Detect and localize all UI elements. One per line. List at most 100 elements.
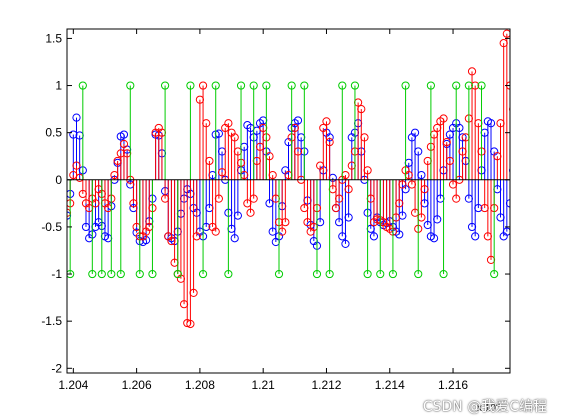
series-2-marker — [246, 208, 255, 217]
series-2-marker — [325, 137, 334, 147]
series-1-marker — [474, 203, 483, 213]
y-tick-label: 0.5 — [45, 126, 62, 140]
series-3-marker — [224, 269, 233, 279]
series-2-marker — [214, 194, 223, 203]
series-3-marker — [274, 269, 284, 279]
series-2-marker — [211, 227, 220, 236]
series-1-marker — [433, 215, 442, 224]
series-3-marker — [186, 81, 195, 90]
series-3-marker — [325, 269, 334, 279]
series-3 — [67, 81, 499, 279]
series-2-marker — [198, 81, 208, 90]
series-3-marker — [67, 269, 75, 279]
series-2-marker — [230, 133, 239, 142]
series-2-marker — [467, 67, 477, 76]
series-3-marker — [401, 81, 410, 90]
series-3-marker — [148, 269, 157, 279]
series-2-marker — [249, 194, 258, 203]
x-axis-exponent-label: x 104 — [477, 400, 501, 414]
series-2-marker — [322, 117, 331, 126]
y-tick-label: -2 — [51, 361, 62, 375]
series-3-marker — [376, 269, 385, 279]
series-3-marker — [350, 81, 360, 90]
watermark: CSDN @我爱C编程 — [422, 399, 547, 415]
series-1-marker — [72, 113, 81, 122]
series-2-marker — [360, 133, 369, 142]
series-2-marker — [502, 29, 510, 38]
series-3-marker — [116, 269, 125, 279]
series-1-marker — [414, 147, 423, 156]
series-2-marker — [189, 288, 198, 297]
series-3-marker — [477, 81, 486, 90]
series-3-marker — [426, 81, 435, 90]
series-2-marker — [224, 119, 233, 128]
series-3-marker — [198, 269, 208, 279]
series-2-marker — [331, 203, 341, 213]
y-tick-label: -1 — [51, 267, 62, 281]
series-3-marker — [338, 81, 347, 90]
series-1-marker — [410, 128, 420, 137]
series-3-marker — [363, 269, 372, 279]
y-tick-label: -0.5 — [41, 220, 62, 234]
series-3-marker — [249, 81, 258, 90]
series-3-marker — [173, 269, 182, 279]
series-3-marker — [312, 269, 322, 279]
series-2-marker — [439, 114, 448, 123]
series-3-marker — [464, 81, 473, 90]
series-1-marker — [429, 234, 439, 243]
series-2-marker — [398, 180, 407, 189]
series-3-marker — [388, 269, 398, 279]
y-tick-label: 0 — [55, 173, 62, 187]
series-2-marker — [363, 166, 372, 175]
y-axis-ticks: -2 -1.5 -1 -0.5 0 0.5 1 1.5 — [41, 31, 510, 375]
x-axis-ticks: 1.204 1.206 1.208 1.21 1.212 1.214 1.216 — [58, 29, 468, 392]
series-3-marker — [452, 81, 461, 90]
series-2-marker — [442, 137, 451, 147]
x-tick-label: 1.204 — [58, 378, 88, 392]
series-3-marker — [262, 81, 271, 90]
series-1-marker — [230, 234, 239, 243]
series-2-marker — [471, 81, 480, 90]
y-tick-label: 1.5 — [45, 31, 62, 45]
series-2-marker — [202, 119, 211, 128]
series-3-marker — [88, 269, 97, 279]
series-1-marker — [369, 232, 379, 241]
series-1-marker — [293, 116, 303, 125]
series-3-marker — [439, 269, 448, 279]
series-2-marker — [335, 194, 344, 203]
axes-box — [66, 28, 511, 374]
series-2-marker — [357, 105, 366, 114]
series-2-marker — [268, 170, 277, 180]
series-3-marker — [236, 81, 246, 90]
series-3-marker — [135, 269, 144, 279]
series-3-marker — [414, 269, 423, 279]
series-2-marker — [420, 185, 429, 194]
series-3-marker — [126, 81, 135, 90]
series-2-marker — [281, 218, 290, 227]
series-2-marker — [293, 147, 303, 156]
series-3-marker — [160, 81, 170, 90]
series-1-marker — [502, 227, 510, 236]
series-3-marker — [300, 81, 309, 90]
series-2-marker — [186, 319, 195, 329]
series-2-marker — [452, 194, 461, 203]
plot-content — [67, 29, 510, 329]
series-1-marker — [119, 130, 129, 139]
y-tick-label: 1 — [55, 79, 62, 93]
y-tick-label: -1.5 — [41, 314, 62, 328]
series-2-marker — [395, 199, 404, 208]
series-3-marker — [78, 81, 87, 90]
series-3-marker — [107, 269, 116, 279]
series-2-marker — [119, 139, 129, 149]
series-2-marker — [445, 156, 454, 166]
series-3-marker — [490, 269, 499, 279]
series-1-marker — [344, 213, 353, 222]
series-1-marker — [417, 170, 426, 180]
series-1-marker — [471, 232, 480, 241]
series-2-marker — [72, 161, 81, 170]
series-2-marker — [344, 185, 353, 194]
series-2-marker — [192, 232, 201, 241]
x-tick-label: 1.212 — [311, 378, 341, 392]
